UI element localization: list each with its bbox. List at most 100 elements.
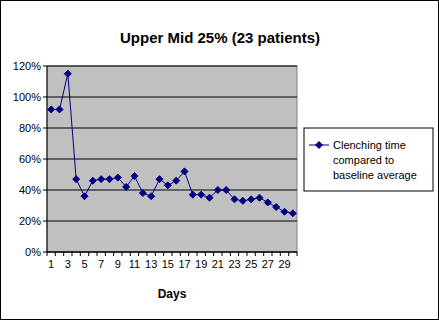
x-tick bbox=[147, 252, 148, 256]
marker bbox=[264, 199, 271, 206]
x-tick bbox=[213, 252, 214, 256]
x-tick bbox=[280, 252, 281, 256]
x-tick bbox=[63, 252, 64, 256]
y-tick bbox=[43, 159, 47, 160]
marker bbox=[73, 176, 80, 183]
x-tick bbox=[263, 252, 264, 256]
marker bbox=[48, 106, 55, 113]
x-tick bbox=[97, 252, 98, 256]
x-tick bbox=[122, 252, 123, 256]
x-tick bbox=[138, 252, 139, 256]
marker bbox=[114, 174, 121, 181]
marker bbox=[198, 191, 205, 198]
grid-line bbox=[47, 190, 297, 191]
title: Upper Mid 25% (23 patients) bbox=[120, 29, 320, 46]
x-tick-label: 11 bbox=[129, 258, 140, 270]
x-tick bbox=[155, 252, 156, 256]
marker bbox=[106, 176, 113, 183]
x-tick bbox=[247, 252, 248, 256]
marker bbox=[214, 187, 221, 194]
plot-area bbox=[47, 66, 297, 252]
marker bbox=[98, 176, 105, 183]
marker bbox=[239, 197, 246, 204]
x-tick bbox=[297, 252, 298, 256]
y-tick-label: 100% bbox=[13, 91, 41, 103]
grid-line bbox=[47, 97, 297, 98]
legend-label-line: compared to bbox=[333, 154, 394, 166]
marker bbox=[256, 194, 263, 201]
x-tick-label: 29 bbox=[278, 258, 290, 270]
series-line bbox=[51, 74, 293, 214]
x-tick bbox=[55, 252, 56, 256]
x-tick bbox=[197, 252, 198, 256]
marker bbox=[139, 190, 146, 197]
legend-label: Clenching time compared to baseline averag… bbox=[333, 139, 417, 181]
marker bbox=[206, 194, 213, 201]
legend-label-line: Clenching time bbox=[333, 139, 406, 151]
marker bbox=[281, 208, 288, 215]
marker bbox=[164, 182, 171, 189]
legend-label-line: baseline average bbox=[333, 169, 417, 181]
y-tick-label: 80% bbox=[19, 122, 41, 134]
x-tick-label: 17 bbox=[178, 258, 190, 270]
y-tick bbox=[43, 66, 47, 67]
y-tick bbox=[43, 190, 47, 191]
x-tick-label: 5 bbox=[81, 258, 87, 270]
x-tick bbox=[47, 252, 48, 256]
marker bbox=[81, 193, 88, 200]
x-tick-label: 21 bbox=[212, 258, 224, 270]
x-tick-label: 27 bbox=[262, 258, 274, 270]
x-tick bbox=[222, 252, 223, 256]
legend-box bbox=[304, 128, 433, 191]
y-axis bbox=[47, 66, 48, 252]
x-tick-label: 23 bbox=[228, 258, 240, 270]
chart-frame bbox=[1, 1, 439, 320]
x-tick-label: 15 bbox=[162, 258, 174, 270]
chart: Upper Mid 25% (23 patients)0%20%40%60%80… bbox=[0, 0, 439, 320]
marker bbox=[148, 193, 155, 200]
x-tick bbox=[80, 252, 81, 256]
marker bbox=[56, 106, 63, 113]
x-tick-label: 9 bbox=[115, 258, 121, 270]
marker bbox=[131, 173, 138, 180]
marker bbox=[223, 187, 230, 194]
marker bbox=[289, 210, 296, 217]
y-tick-label: 0% bbox=[25, 246, 41, 258]
x-tick bbox=[188, 252, 189, 256]
x-axis-label: Days bbox=[158, 287, 187, 301]
marker bbox=[173, 177, 180, 184]
x-tick-label: 3 bbox=[65, 258, 71, 270]
y-tick-label: 120% bbox=[13, 60, 41, 72]
x-tick bbox=[230, 252, 231, 256]
y-tick-label: 20% bbox=[19, 215, 41, 227]
x-tick bbox=[255, 252, 256, 256]
marker bbox=[89, 177, 96, 184]
x-tick bbox=[205, 252, 206, 256]
marker bbox=[231, 196, 238, 203]
x-tick-label: 7 bbox=[98, 258, 104, 270]
marker bbox=[64, 70, 71, 77]
x-tick-label: 19 bbox=[195, 258, 207, 270]
marker bbox=[123, 183, 130, 190]
marker bbox=[189, 191, 196, 198]
x-tick bbox=[130, 252, 131, 256]
x-tick bbox=[105, 252, 106, 256]
x-tick-label: 25 bbox=[245, 258, 257, 270]
x-tick bbox=[72, 252, 73, 256]
marker bbox=[316, 142, 323, 149]
y-tick bbox=[43, 252, 47, 253]
x-tick bbox=[272, 252, 273, 256]
marker bbox=[248, 196, 255, 203]
y-tick bbox=[43, 221, 47, 222]
grid-line bbox=[47, 128, 297, 129]
x-tick bbox=[172, 252, 173, 256]
x-tick bbox=[238, 252, 239, 256]
x-tick bbox=[88, 252, 89, 256]
x-tick bbox=[288, 252, 289, 256]
marker bbox=[181, 168, 188, 175]
x-tick bbox=[163, 252, 164, 256]
grid-line bbox=[47, 159, 297, 160]
marker bbox=[273, 204, 280, 211]
y-tick-label: 40% bbox=[19, 184, 41, 196]
grid-line bbox=[47, 221, 297, 222]
